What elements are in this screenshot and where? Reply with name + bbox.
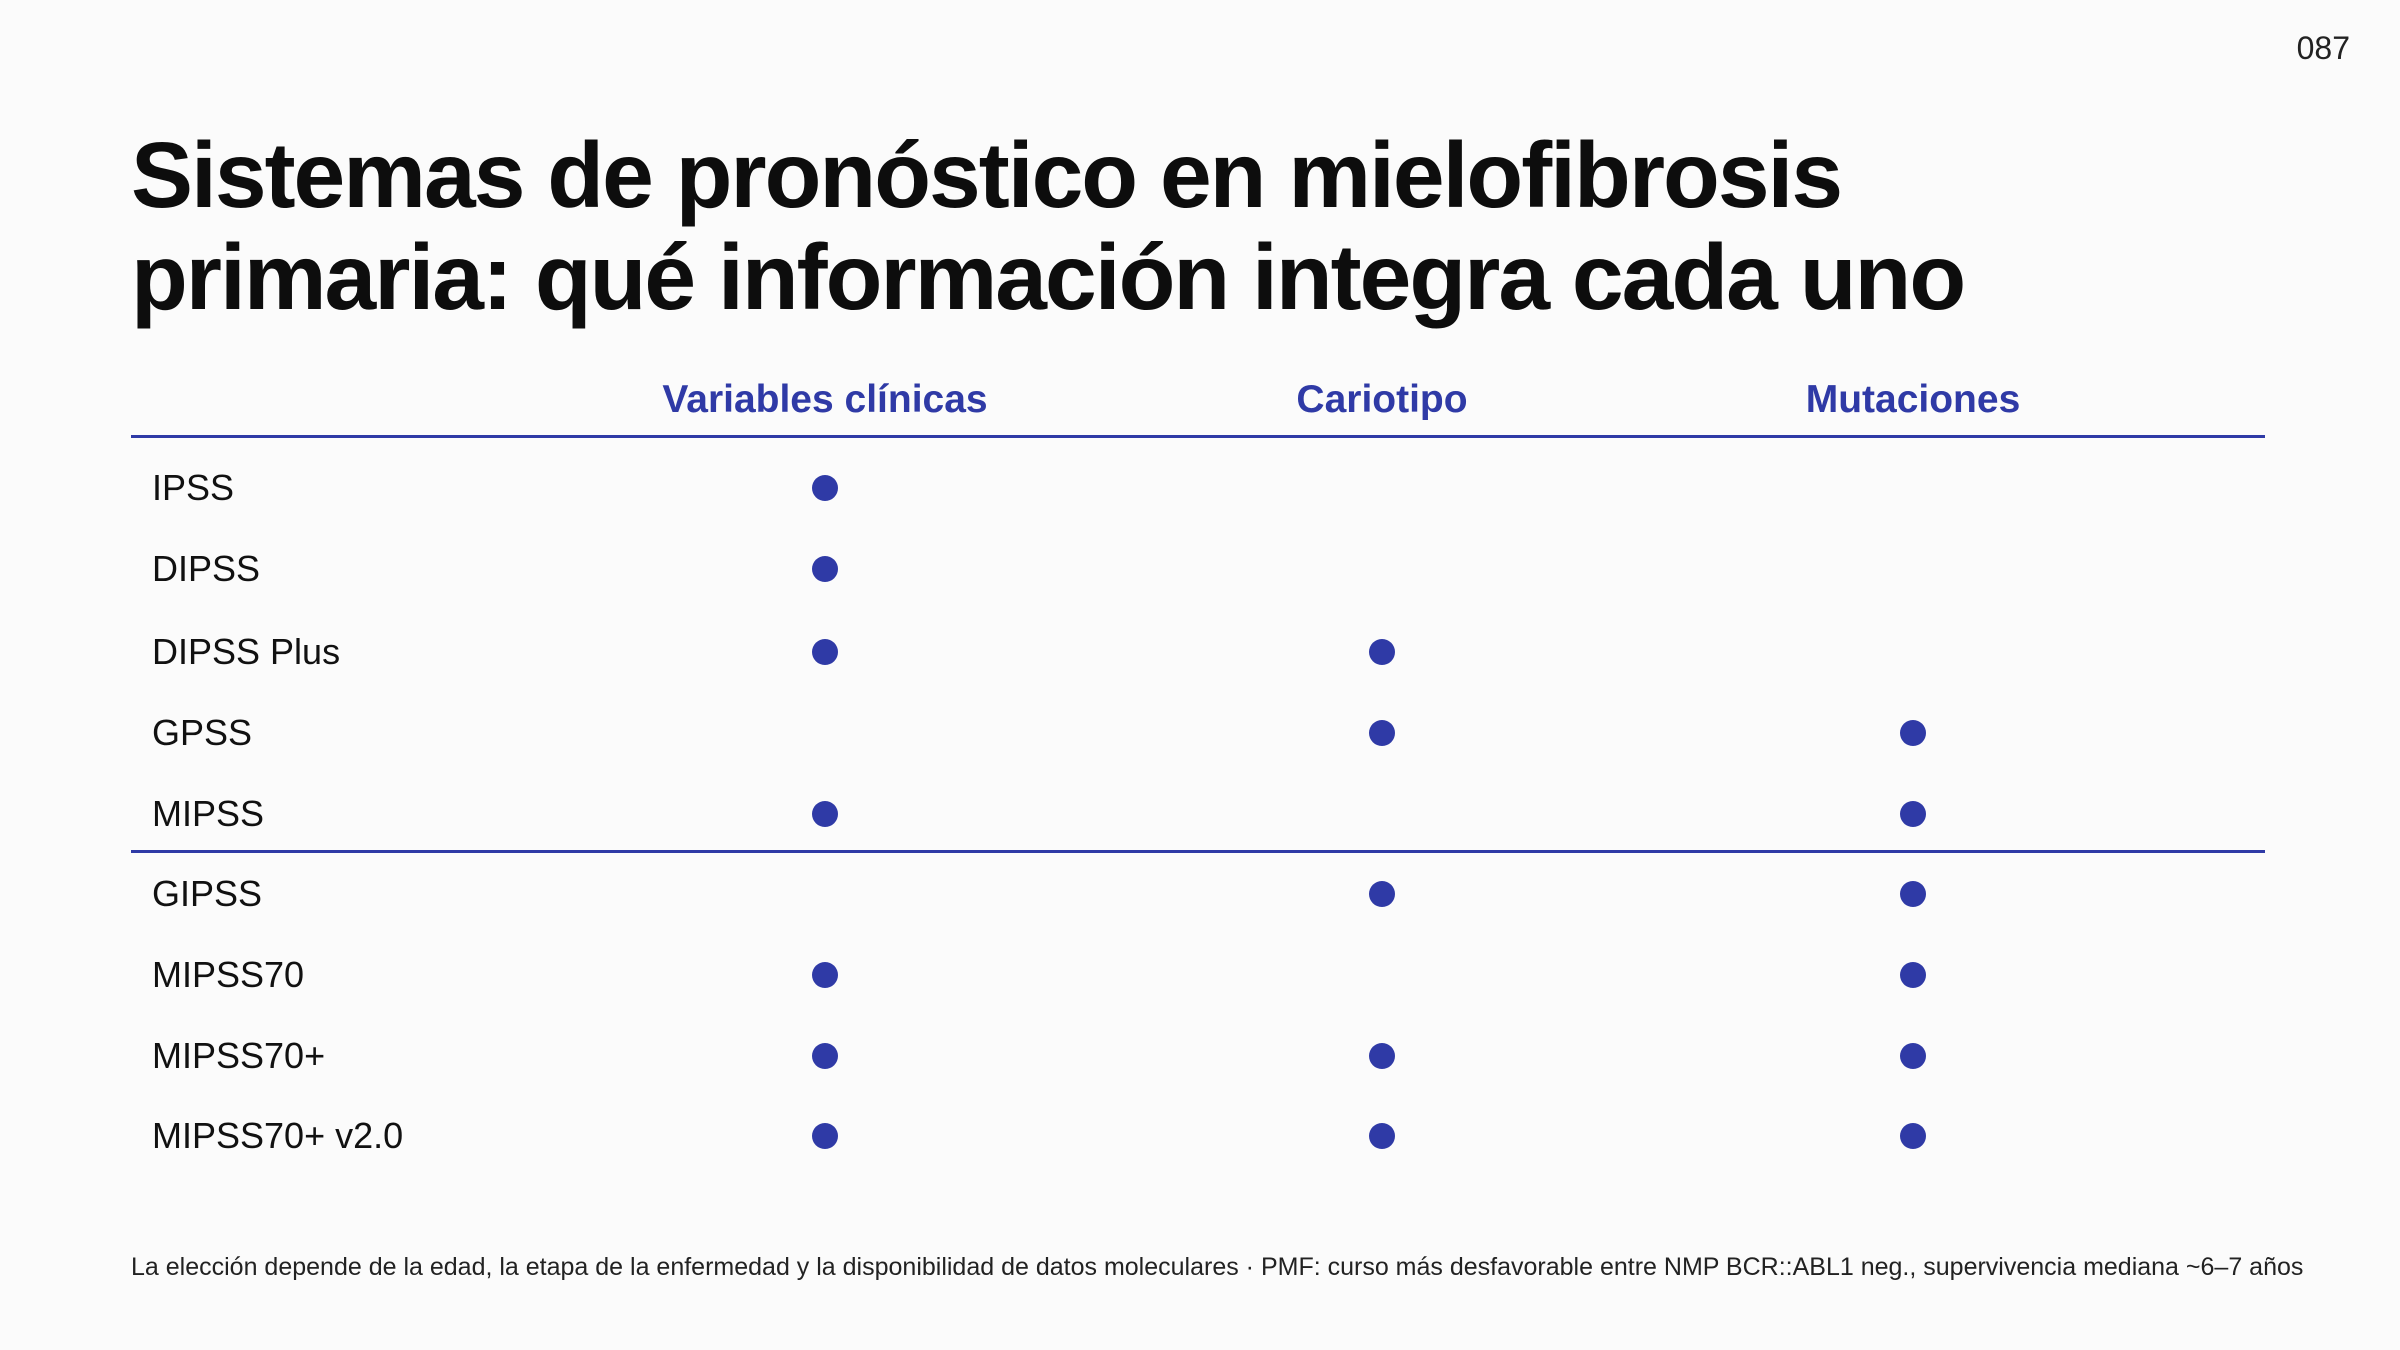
row-label: GPSS xyxy=(152,712,253,753)
dot-clinical xyxy=(812,1123,838,1149)
table-row: GIPSS xyxy=(131,854,2265,934)
page-number: 087 xyxy=(2296,30,2350,66)
dot-clinical xyxy=(812,962,838,988)
dot-clinical xyxy=(812,1043,838,1069)
row-label: DIPSS xyxy=(152,548,261,589)
row-label: IPSS xyxy=(152,467,235,508)
dot-mutations xyxy=(1900,1043,1926,1069)
table-row: DIPSS xyxy=(131,529,2265,609)
table-header-rule xyxy=(131,435,2265,438)
table-header: Variables clínicas Cariotipo Mutaciones xyxy=(131,370,2265,434)
table-row: MIPSS70+ v2.0 xyxy=(131,1096,2265,1176)
row-label: DIPSS Plus xyxy=(152,631,341,672)
row-label: MIPSS70 xyxy=(152,954,305,995)
dot-clinical xyxy=(812,639,838,665)
table-group-divider xyxy=(131,850,2265,853)
table-row: IPSS xyxy=(131,448,2265,528)
footnote: La elección depende de la edad, la etapa… xyxy=(131,1253,2304,1281)
dot-mutations xyxy=(1900,720,1926,746)
title-line-2: primaria: qué información integra cada u… xyxy=(131,225,1966,329)
row-label: MIPSS xyxy=(152,793,265,834)
dot-mutations xyxy=(1900,1123,1926,1149)
table-row: MIPSS70 xyxy=(131,935,2265,1015)
dot-clinical xyxy=(812,556,838,582)
dot-karyotype xyxy=(1369,1123,1395,1149)
slide-title: Sistemas de pronóstico en mielofibrosis … xyxy=(131,124,2231,328)
title-line-1: Sistemas de pronóstico en mielofibrosis xyxy=(131,123,1843,227)
dot-karyotype xyxy=(1369,720,1395,746)
table-row: MIPSS xyxy=(131,774,2265,854)
dot-mutations xyxy=(1900,881,1926,907)
column-header-clinical: Variables clínicas xyxy=(662,378,988,421)
table-row: GPSS xyxy=(131,693,2265,773)
dot-mutations xyxy=(1900,801,1926,827)
column-header-mutations: Mutaciones xyxy=(1805,378,2021,421)
row-label: GIPSS xyxy=(152,873,263,914)
dot-karyotype xyxy=(1369,1043,1395,1069)
row-label: MIPSS70+ v2.0 xyxy=(152,1115,404,1156)
table-row: MIPSS70+ xyxy=(131,1016,2265,1096)
dot-karyotype xyxy=(1369,881,1395,907)
column-header-karyotype: Cariotipo xyxy=(1296,378,1468,421)
dot-karyotype xyxy=(1369,639,1395,665)
dot-clinical xyxy=(812,475,838,501)
dot-clinical xyxy=(812,801,838,827)
row-label: MIPSS70+ xyxy=(152,1035,326,1076)
dot-mutations xyxy=(1900,962,1926,988)
table-row: DIPSS Plus xyxy=(131,612,2265,692)
